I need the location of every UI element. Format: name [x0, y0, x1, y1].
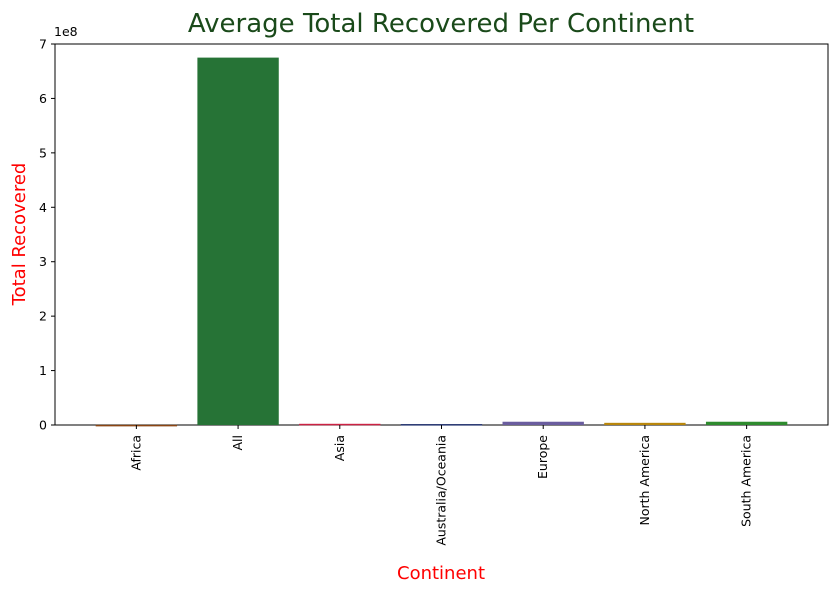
- bars-group: [95, 57, 788, 427]
- y-tick-label: 0: [39, 418, 47, 433]
- x-tick-label: South America: [739, 435, 754, 527]
- bar-south-america: [705, 421, 788, 425]
- bar-europe: [502, 421, 584, 425]
- chart-title: Average Total Recovered Per Continent: [188, 9, 694, 39]
- y-tick-label: 6: [39, 91, 47, 106]
- y-tick-label: 4: [39, 200, 47, 215]
- y-tick-label: 5: [39, 145, 47, 160]
- x-tick-label: Africa: [128, 435, 143, 471]
- x-tick-label: Europe: [535, 435, 550, 479]
- x-tick-label: Asia: [332, 435, 347, 461]
- y-tick-label: 1: [39, 363, 47, 378]
- y-tick-label: 3: [39, 254, 47, 269]
- bar-all: [197, 57, 279, 425]
- y-tick-label: 2: [39, 309, 47, 324]
- x-tick-label: North America: [637, 435, 652, 526]
- y-axis: 0 1 2 3 4 5 6 7: [39, 37, 55, 433]
- plot-area: [54, 43, 829, 426]
- y-tick-label: 7: [39, 37, 47, 52]
- y-axis-label: Total Recovered: [9, 163, 30, 307]
- bar-north-america: [604, 422, 686, 425]
- bar-australia-oceania: [400, 424, 483, 426]
- x-axis-label: Continent: [397, 563, 485, 584]
- y-axis-offset-label: 1e8: [54, 24, 78, 39]
- x-tick-label: Australia/Oceania: [434, 435, 449, 546]
- bar-asia: [299, 423, 381, 426]
- x-axis: Africa All Asia Australia/Oceania Europe Nort…: [128, 425, 754, 546]
- x-tick-label: All: [230, 435, 245, 451]
